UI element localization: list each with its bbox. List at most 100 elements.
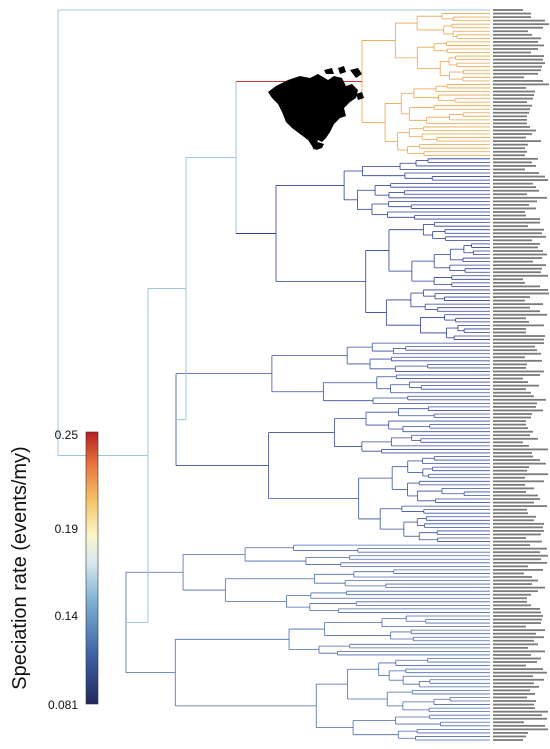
tip-label xyxy=(493,101,527,104)
tip-label xyxy=(493,657,541,660)
tip-label xyxy=(493,515,536,518)
tip-label xyxy=(493,147,525,150)
tip-label xyxy=(493,739,523,741)
tip-label xyxy=(493,487,534,490)
tip-label xyxy=(493,285,540,288)
tip-label xyxy=(493,678,544,681)
tip-label xyxy=(493,661,537,663)
tip-label xyxy=(493,381,528,383)
tip-label xyxy=(493,310,540,313)
tip-label xyxy=(493,76,524,79)
tip-label xyxy=(493,405,536,408)
tip-label xyxy=(493,593,531,596)
tip-label xyxy=(493,150,527,153)
tip-label xyxy=(493,235,546,238)
tip-label xyxy=(493,554,548,557)
tip-label xyxy=(493,597,527,600)
tip-label xyxy=(493,94,534,96)
tip-label xyxy=(493,611,541,614)
colorbar-title: Speciation rate (events/my) xyxy=(9,446,31,689)
tip-label xyxy=(493,700,536,702)
tip-label xyxy=(493,685,539,688)
tip-label xyxy=(493,558,541,561)
tip-label xyxy=(493,40,538,43)
tip-label xyxy=(493,632,536,635)
tip-label xyxy=(493,462,546,465)
tip-label xyxy=(493,62,545,65)
tip-label xyxy=(493,9,523,11)
tip-label xyxy=(493,590,538,593)
tip-label xyxy=(493,320,529,323)
north-america-map-icon xyxy=(268,66,364,150)
colorbar-tick-max: 0.25 xyxy=(55,428,79,442)
phylogenetic-tree xyxy=(57,9,490,741)
tip-label xyxy=(493,384,539,387)
tip-label xyxy=(493,540,542,543)
tip-label xyxy=(493,374,540,376)
tip-label xyxy=(493,693,535,695)
tip-label xyxy=(493,569,543,571)
tip-label xyxy=(493,714,542,717)
tip-label xyxy=(493,51,531,54)
tip-label xyxy=(493,55,544,57)
tip-label xyxy=(493,189,539,192)
tip-label xyxy=(493,12,531,15)
tip-label xyxy=(493,221,540,224)
tip-label xyxy=(493,204,529,206)
tip-label xyxy=(493,689,530,692)
tip-label xyxy=(493,703,534,706)
tip-label xyxy=(493,625,526,628)
tip-label xyxy=(493,579,538,582)
tip-label xyxy=(493,409,543,412)
tip-label xyxy=(493,90,535,93)
tip-label xyxy=(493,370,544,373)
tip-label xyxy=(493,721,524,724)
tip-label xyxy=(493,83,549,86)
tip-label xyxy=(493,168,525,171)
tip-label xyxy=(493,292,549,295)
tip-label xyxy=(493,200,537,203)
tip-label xyxy=(493,377,523,380)
tip-label xyxy=(493,530,544,532)
tip-label xyxy=(493,547,547,550)
tip-label xyxy=(493,668,543,671)
tip-label xyxy=(493,572,524,575)
tip-label xyxy=(493,416,531,419)
tip-label xyxy=(493,607,540,610)
tip-label xyxy=(493,136,526,139)
colorbar-tick-min: 0.081 xyxy=(48,698,78,712)
tip-label xyxy=(493,260,533,263)
tip-label xyxy=(493,79,543,82)
tip-label xyxy=(493,420,526,422)
tip-label xyxy=(493,37,541,40)
tip-label xyxy=(493,239,532,242)
tip-label xyxy=(493,359,542,362)
tip-label xyxy=(493,604,531,607)
tip-label xyxy=(493,427,528,430)
tip-label xyxy=(493,257,542,259)
tip-label xyxy=(493,413,532,415)
tip-label xyxy=(493,537,526,539)
tip-label xyxy=(493,26,543,29)
tip-label xyxy=(493,175,545,178)
tip-label xyxy=(493,480,544,483)
tip-label xyxy=(493,654,531,656)
tip-label xyxy=(493,646,528,649)
tip-label xyxy=(493,126,530,128)
tip-label xyxy=(493,483,525,486)
tip-label xyxy=(493,600,527,603)
tip-label xyxy=(493,430,533,433)
tip-label xyxy=(493,466,529,469)
tip-label xyxy=(493,671,547,674)
tip-label xyxy=(493,115,527,118)
tip-label xyxy=(493,118,527,121)
tip-label xyxy=(493,289,548,291)
tip-label xyxy=(493,182,533,185)
tip-label xyxy=(493,636,544,639)
tip-label xyxy=(493,133,532,135)
tip-label xyxy=(493,444,529,447)
tip-label xyxy=(493,214,526,217)
tip-label xyxy=(493,72,538,75)
tip-label xyxy=(493,398,546,401)
tip-label xyxy=(493,33,532,36)
